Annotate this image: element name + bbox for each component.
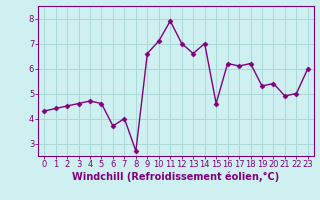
X-axis label: Windchill (Refroidissement éolien,°C): Windchill (Refroidissement éolien,°C) <box>72 172 280 182</box>
